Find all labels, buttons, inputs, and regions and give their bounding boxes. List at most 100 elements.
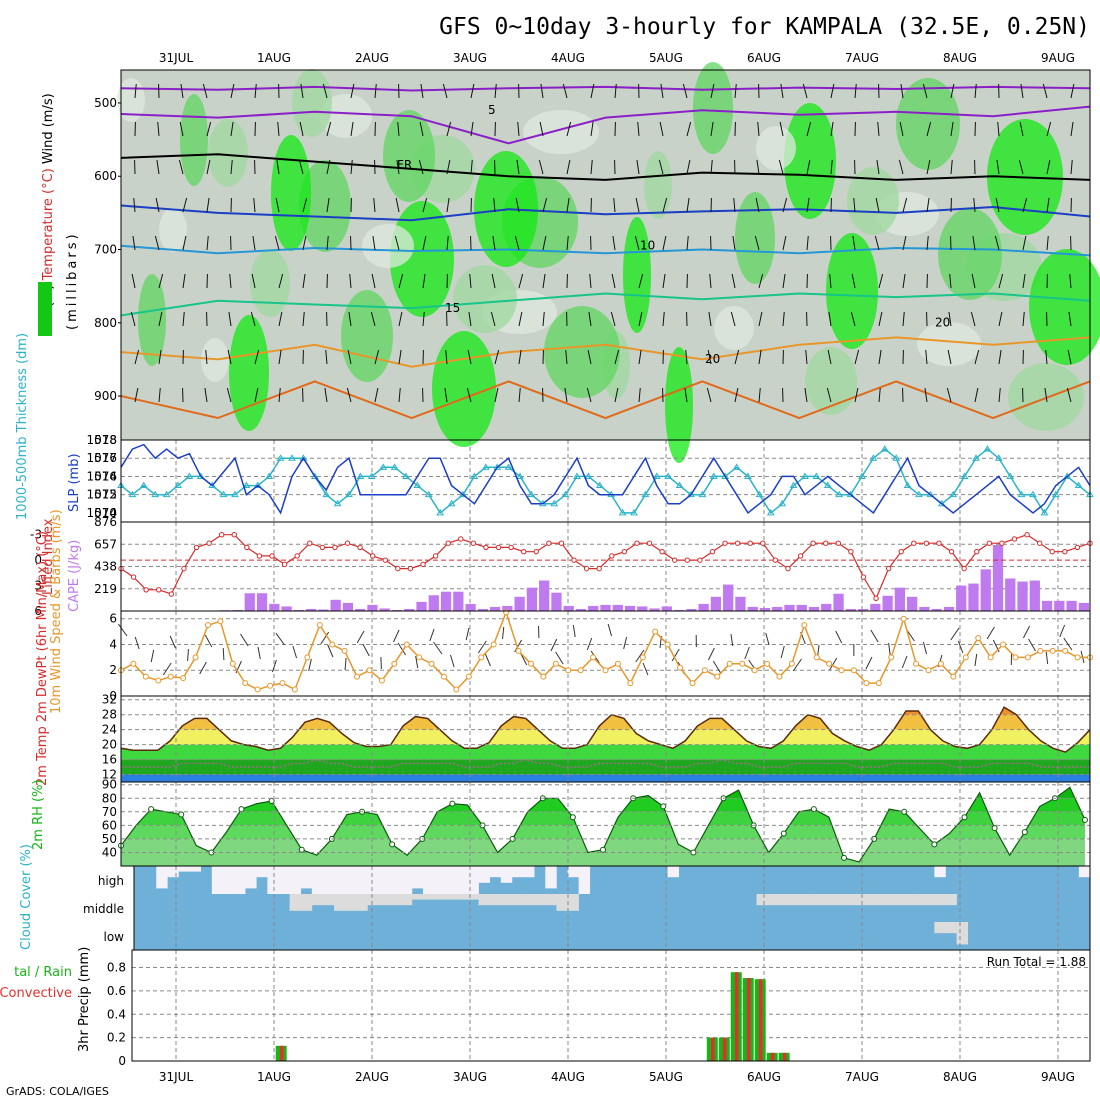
wind-speed-line-point [1049, 647, 1056, 654]
wind-barb [298, 159, 304, 175]
thickness-line-point [162, 490, 171, 498]
wind-barb [276, 159, 280, 175]
cape-bar [723, 584, 734, 611]
wind-barb [874, 235, 880, 251]
lifted-index-point [948, 548, 955, 555]
cape-bar [637, 606, 648, 611]
wind-barb [878, 349, 882, 365]
precip-tick: 0.4 [107, 1007, 126, 1021]
thickness-line-point [481, 463, 490, 470]
wind-tick: 2 [109, 663, 117, 677]
wind-barb [685, 349, 688, 365]
cloud-cell [912, 894, 924, 906]
cape-bar [686, 608, 697, 611]
lifted-index-point [143, 587, 149, 593]
rh-band [121, 811, 1085, 826]
cape-bar [931, 608, 942, 611]
cape-bar [367, 604, 378, 611]
cape-bar [956, 585, 967, 611]
cloud-cell [311, 866, 324, 894]
wind-barb [1070, 121, 1074, 137]
thickness-line-point [356, 472, 365, 479]
lifted-index-point [835, 540, 842, 546]
bottom-date-label: 31JUL [159, 1070, 194, 1084]
wind-barb [926, 121, 932, 137]
wind-barb [826, 387, 832, 403]
wind-barb [1067, 349, 1072, 365]
cape-bar [600, 604, 611, 611]
rh-cell [432, 331, 496, 447]
wind-barb [974, 387, 979, 403]
lifted-index-point [1024, 532, 1030, 538]
bottom-date-label: 5AUG [649, 1070, 683, 1084]
thickness-line-point [721, 472, 730, 479]
wind-barb [398, 273, 404, 289]
wind-speed-line-point [1012, 654, 1019, 661]
cloud-cell [478, 866, 491, 883]
rh-point [178, 811, 185, 818]
wind-barb [756, 159, 760, 175]
cloud-cell [300, 866, 313, 889]
wind-speed-line-point [391, 660, 398, 667]
wind-speed-line-point [838, 667, 845, 674]
surface-wind-barb [187, 648, 189, 662]
cloud-layer-label: high [98, 874, 124, 888]
cloud-cell [934, 894, 946, 906]
cloud-cell [456, 866, 468, 894]
temp-band [121, 714, 1090, 730]
isotherm-FR [120, 153, 1091, 181]
wind-barb [446, 197, 450, 213]
precip-convective-label: Convective [0, 986, 72, 1001]
thickness-line-point [687, 490, 695, 498]
wind-barb [374, 349, 380, 365]
wind-barb [206, 197, 210, 213]
cape-bar [1005, 578, 1016, 611]
slp-tick: 1012 [86, 488, 117, 502]
wind-barb [326, 197, 330, 213]
thickness-line-point [219, 490, 228, 498]
top-date-label: 8AUG [943, 51, 977, 65]
thickness-line-point [972, 454, 980, 461]
cloud-cell [901, 894, 913, 906]
surface-wind-barb [586, 637, 593, 651]
cloud-cell [567, 866, 579, 878]
surface-wind-barb [986, 626, 995, 640]
wind-tick: 6 [109, 612, 117, 626]
cloud-cell [289, 866, 302, 894]
cloud-cell [545, 894, 557, 906]
cloud-cell [367, 866, 379, 894]
cape-bar [514, 596, 525, 611]
wind-speed-line-point [652, 628, 659, 635]
cloud-cell [411, 866, 424, 889]
top-date-label: 31JUL [159, 51, 194, 65]
wind-barb [1046, 159, 1051, 175]
wind-barb [902, 235, 907, 251]
wind-barb [898, 159, 904, 175]
wind-barb [830, 159, 833, 175]
cape-bar [894, 587, 906, 611]
bottom-date-label: 3AUG [453, 1070, 487, 1084]
thickness-line-point [732, 463, 741, 470]
cape-bar [1078, 602, 1089, 611]
lifted-index-point [319, 544, 326, 551]
pressure-tick: 600 [94, 169, 117, 183]
wind-barb [134, 83, 137, 99]
lifted-index-point [999, 540, 1005, 546]
lifted-index-point [596, 565, 602, 572]
cloud-cell [156, 866, 168, 889]
wind-barb [446, 235, 449, 251]
cloud-cell [367, 894, 379, 906]
lifted-index-tick: 0 [34, 553, 42, 567]
wind-barb [278, 387, 281, 403]
cape-bar [379, 608, 390, 611]
wind-barb [804, 387, 808, 403]
wind-barb [422, 311, 425, 327]
wind-barb [733, 197, 736, 213]
wind-barb [1046, 121, 1052, 137]
isotherm-25 [120, 380, 1091, 420]
wind-barb [778, 159, 784, 175]
rh-point [298, 846, 305, 853]
wind-barb [446, 159, 451, 175]
cloud-cell [445, 894, 457, 900]
